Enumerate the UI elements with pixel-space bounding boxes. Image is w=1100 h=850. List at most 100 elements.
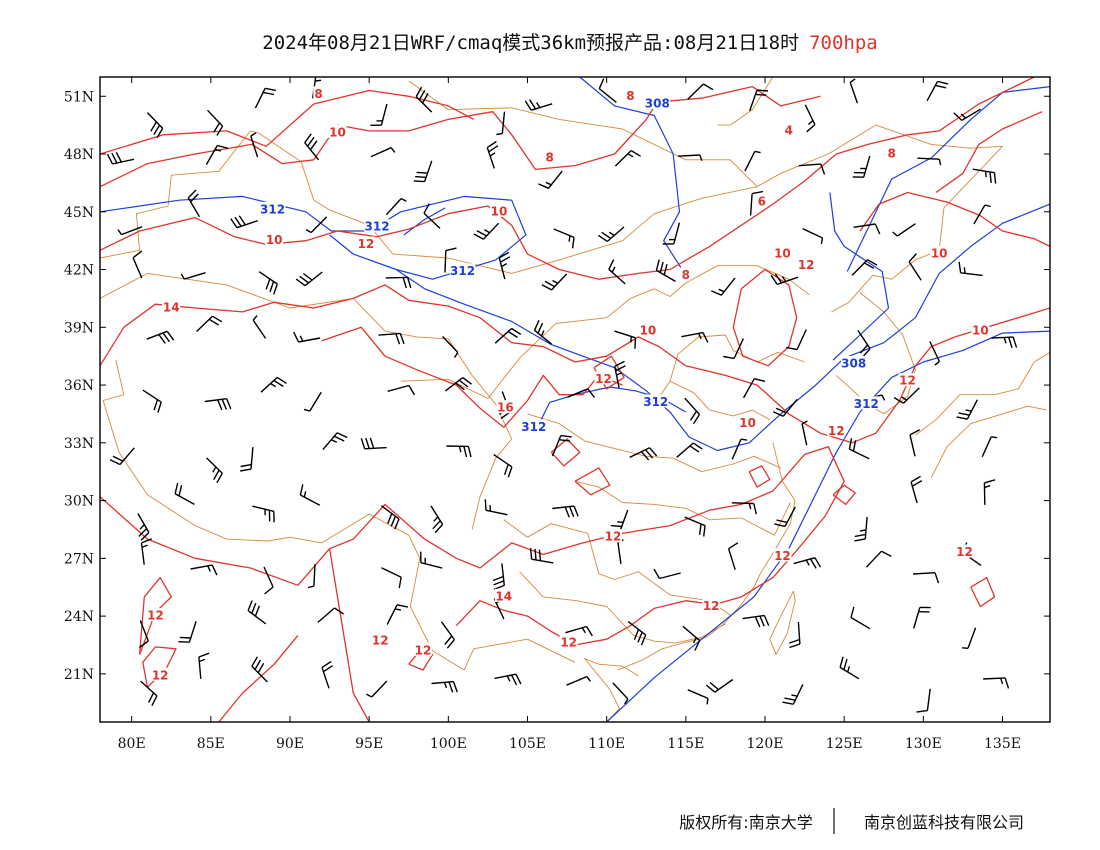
wind-barb [742,378,766,399]
wind-barb [908,253,922,281]
boundary-line [915,351,1050,436]
wind-barb [370,103,388,126]
wind-barb [913,606,931,629]
lon-tick-label: 90E [276,736,304,752]
contour-label-bg [559,635,578,649]
contour-label-bg [643,394,669,408]
wind-barb [446,445,472,458]
contour-label-bg [773,246,792,260]
wind-barb [529,548,554,564]
wind-barb [541,273,568,291]
contour-label: 12 [774,549,791,563]
lon-tick-label: 85E [197,736,225,752]
wind-barb [681,331,709,343]
wind-barb [321,660,333,689]
boundary-line [503,519,733,617]
wind-barb [142,389,162,413]
plot-area: 8 10 8 8 4 8 6 10 10 12 14 8 10 12 10 10 10 12 16 10 12 12 12 1… [100,77,1050,722]
contour-label-bg [625,88,636,102]
wind-barb [109,447,135,466]
wind-barb [524,99,553,111]
lat-tick-label: 45N [64,205,94,221]
wind-barb [190,564,218,576]
contour-label-bg [449,263,476,277]
contour-label: 10 [639,324,656,338]
wind-barb [385,197,407,216]
wind-barb [653,568,681,580]
boundary-line [617,442,796,671]
wind-barb [322,432,348,451]
wind-barb [138,620,149,649]
wind-barb [360,437,387,450]
lon-tick-label: 135E [984,736,1021,752]
wind-barb [612,682,629,705]
copyright-right: 南京创蓝科技有限公司 [864,813,1024,832]
wind-barb [498,251,511,280]
wind-barb [206,457,223,484]
contour-label: 10 [329,125,346,139]
wind-barb [848,438,870,460]
wind-barb [493,454,513,478]
contour-label-bg [521,419,547,433]
contour-label-bg [702,598,721,612]
contour-label: 10 [491,204,508,218]
lat-tick-label: 39N [64,320,94,336]
wind-barb [744,150,761,172]
wind-barb [909,429,921,457]
contour-label: 12 [358,237,375,251]
lon-tick-label: 80E [118,736,146,752]
height-contour-line [100,195,527,280]
wind-barb [892,223,916,237]
temperature-contour-line [100,446,845,646]
wind-barb [552,505,579,518]
wind-barb [793,557,822,569]
temperature-contours [100,77,1050,722]
contour-label: 12 [147,609,164,623]
wind-barb [305,216,328,234]
contour-label-bg [898,373,917,387]
wind-barb [851,259,878,276]
boundary-line [769,590,796,656]
contour-label: 308 [841,356,866,370]
contour-label-bg [151,667,170,681]
contour-label: 312 [854,397,879,411]
wind-barb [991,336,1018,349]
wind-barb [962,627,977,649]
boundary-line [100,130,251,259]
lon-tick-label: 115E [667,736,704,752]
wind-barb [727,542,739,570]
wind-barb [609,509,629,532]
wind-barb [614,330,637,349]
boundary-line [653,334,805,405]
lat-tick-label: 21N [64,667,94,683]
contour-label: 12 [605,530,622,544]
wind-barb [731,502,757,515]
wind-barb [614,149,641,167]
contour-label-bg [357,236,375,250]
wind-barb [254,87,277,109]
contour-label: 8 [545,150,553,164]
contour-label: 12 [372,634,389,648]
wind-barb [420,551,443,569]
title-level: 700hpa [809,32,878,54]
contour-label: 8 [682,268,690,282]
wind-barb [608,259,626,285]
wind-barb [387,384,416,396]
contour-label-bg [971,323,990,337]
temperature-contour-line [218,634,299,722]
lat-tick-label: 24N [64,609,94,625]
wind-barb [385,276,412,289]
wind-barb [857,330,871,358]
contour-label-bg [797,257,816,271]
contour-label-bg [644,95,671,109]
wind-barb [723,338,745,360]
contour-label-bg [604,529,622,543]
wind-barb [317,607,344,623]
wind-barb [981,436,998,458]
contour-label: 16 [497,401,514,415]
contour-label-bg [840,355,867,369]
wind-barb [972,168,997,184]
boundary-line [100,272,513,530]
wind-barb [682,625,701,651]
boundary-line [669,380,771,421]
